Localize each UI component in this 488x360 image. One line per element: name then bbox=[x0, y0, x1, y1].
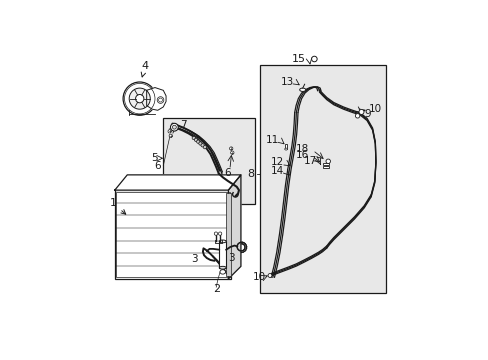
Text: 18: 18 bbox=[296, 144, 309, 154]
Circle shape bbox=[230, 151, 233, 154]
Text: 9: 9 bbox=[364, 109, 371, 120]
Circle shape bbox=[169, 134, 172, 138]
Text: 13: 13 bbox=[281, 77, 294, 87]
Polygon shape bbox=[146, 87, 166, 110]
Ellipse shape bbox=[219, 266, 226, 269]
Text: 11: 11 bbox=[265, 135, 279, 145]
Text: 5: 5 bbox=[151, 153, 158, 163]
Bar bbox=[163, 118, 254, 204]
Circle shape bbox=[157, 97, 163, 103]
Text: 2: 2 bbox=[212, 284, 219, 293]
Circle shape bbox=[214, 232, 217, 235]
Ellipse shape bbox=[219, 240, 226, 243]
Text: 12: 12 bbox=[271, 157, 284, 167]
Circle shape bbox=[198, 142, 202, 145]
Circle shape bbox=[170, 123, 178, 131]
Circle shape bbox=[192, 136, 195, 140]
Bar bbox=[260, 66, 386, 293]
Circle shape bbox=[135, 94, 143, 103]
Text: 1: 1 bbox=[110, 198, 125, 214]
Bar bbox=[322, 166, 328, 168]
Polygon shape bbox=[228, 175, 241, 279]
Text: 10: 10 bbox=[252, 271, 265, 282]
Text: 3: 3 bbox=[190, 255, 197, 264]
Circle shape bbox=[203, 145, 206, 149]
Circle shape bbox=[267, 274, 271, 278]
Circle shape bbox=[168, 130, 171, 133]
Text: 15: 15 bbox=[291, 54, 305, 64]
Bar bbox=[284, 144, 287, 149]
Bar bbox=[219, 242, 226, 268]
Bar bbox=[322, 163, 328, 165]
Text: 6: 6 bbox=[224, 168, 231, 179]
Text: 14: 14 bbox=[271, 166, 284, 176]
Text: 10: 10 bbox=[368, 104, 382, 114]
Polygon shape bbox=[115, 175, 241, 190]
Ellipse shape bbox=[299, 88, 305, 91]
Text: 16: 16 bbox=[296, 150, 309, 160]
Bar bbox=[116, 192, 229, 277]
Bar bbox=[115, 190, 231, 279]
Circle shape bbox=[229, 147, 232, 150]
Circle shape bbox=[218, 232, 222, 235]
Circle shape bbox=[325, 159, 330, 163]
Circle shape bbox=[355, 114, 359, 118]
Circle shape bbox=[196, 140, 200, 143]
Text: 7: 7 bbox=[179, 120, 186, 130]
Text: 3: 3 bbox=[227, 253, 234, 263]
Ellipse shape bbox=[284, 148, 287, 150]
Text: 17: 17 bbox=[303, 156, 316, 166]
Circle shape bbox=[358, 109, 363, 114]
Circle shape bbox=[194, 138, 197, 141]
Circle shape bbox=[158, 98, 162, 102]
Circle shape bbox=[311, 56, 317, 62]
Bar bbox=[226, 193, 230, 276]
Text: 6: 6 bbox=[154, 161, 161, 171]
Text: 8: 8 bbox=[247, 169, 254, 179]
Circle shape bbox=[172, 125, 176, 129]
Text: 4: 4 bbox=[141, 61, 148, 77]
Circle shape bbox=[129, 88, 150, 109]
Circle shape bbox=[201, 144, 204, 147]
Ellipse shape bbox=[220, 270, 225, 274]
Circle shape bbox=[123, 82, 156, 115]
